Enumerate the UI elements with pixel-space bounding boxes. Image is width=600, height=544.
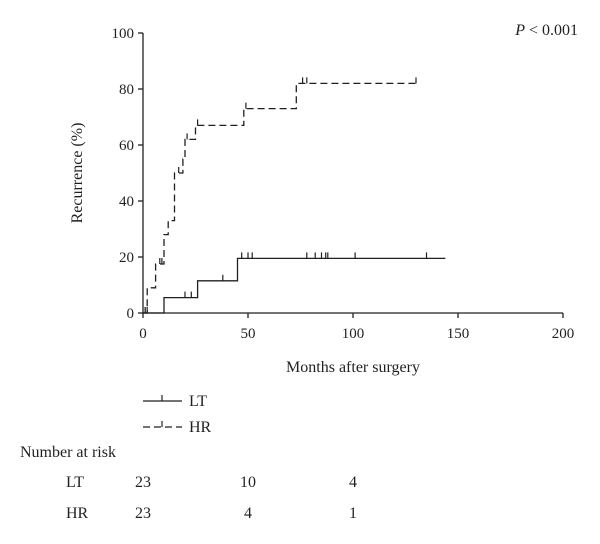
curves: [143, 77, 446, 314]
x-tick-label-50: 50: [241, 326, 256, 342]
risk-row-label-hr: HR: [66, 505, 89, 522]
risk-hr-t50: 4: [244, 505, 252, 522]
axes: 0 20 40 60 80 100 0 50 100 150 200: [112, 26, 575, 342]
series-lt-curve: [143, 257, 446, 314]
risk-table-title: Number at risk: [20, 444, 116, 461]
x-tick-label-0: 0: [139, 326, 147, 342]
legend-label-hr: HR: [189, 419, 212, 436]
series-hr-curve: [143, 82, 416, 314]
risk-table: Number at risk LT 23 10 4 HR 23 4 1: [20, 444, 357, 522]
y-tick-label-80: 80: [119, 82, 134, 98]
y-tick-label-60: 60: [119, 138, 134, 154]
risk-lt-t0: 23: [135, 474, 151, 491]
x-axis-title: Months after surgery: [286, 359, 420, 376]
risk-row-label-lt: LT: [66, 474, 84, 491]
legend: LT HR: [143, 393, 212, 436]
risk-hr-t100: 1: [349, 505, 357, 522]
x-tick-label-200: 200: [552, 326, 575, 342]
risk-lt-t100: 4: [349, 474, 357, 491]
legend-label-lt: LT: [189, 393, 207, 410]
y-tick-label-100: 100: [112, 26, 135, 42]
risk-lt-t50: 10: [240, 474, 256, 491]
p-value-symbol: P: [514, 22, 525, 39]
y-tick-label-20: 20: [119, 250, 134, 266]
y-tick-label-0: 0: [127, 306, 135, 322]
risk-hr-t0: 23: [135, 505, 151, 522]
p-value-text: < 0.001: [525, 22, 578, 39]
p-value-annotation: P < 0.001: [514, 22, 578, 39]
x-tick-label-100: 100: [342, 326, 365, 342]
y-axis-title: Recurrence (%): [69, 123, 86, 224]
y-tick-label-40: 40: [119, 194, 134, 210]
x-tick-label-150: 150: [447, 326, 470, 342]
